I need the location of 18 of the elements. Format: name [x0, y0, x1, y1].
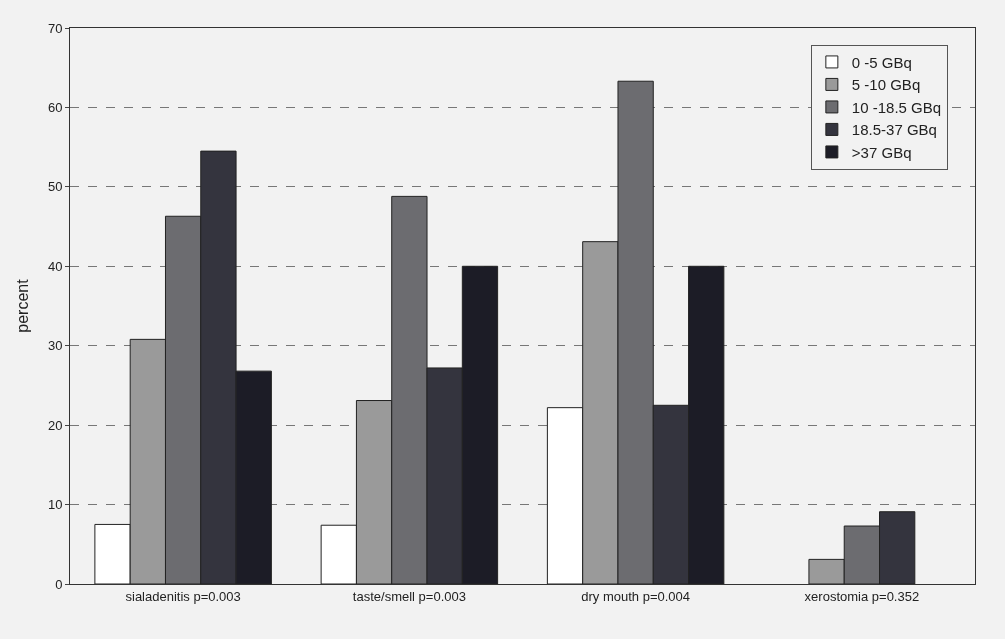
y-tick-label: 60: [47, 99, 63, 115]
x-tick-label: dry mouth p=0.004: [581, 588, 691, 604]
x-tick-label: sialadenitis p=0.003: [125, 588, 241, 604]
y-axis-title: percent: [14, 278, 31, 333]
y-tick-label: 50: [47, 179, 63, 195]
y-tick-label: 30: [47, 338, 63, 354]
y-tick-label: 0: [55, 576, 63, 592]
legend-label: 5 -10 GBq: [851, 76, 921, 94]
y-tick-label: 40: [47, 258, 63, 274]
y-tick-label: 20: [47, 417, 63, 433]
x-tick-label: xerostomia p=0.352: [804, 588, 920, 604]
legend-label: 10 -18.5 GBq: [851, 98, 942, 116]
legend-label: 18.5-37 GBq: [851, 121, 937, 139]
x-tick-label: taste/smell p=0.003: [352, 588, 466, 604]
y-tick-label: 10: [47, 497, 63, 513]
legend-label: 0 -5 GBq: [851, 53, 912, 71]
y-tick-label: 70: [47, 20, 63, 36]
legend-label: >37 GBq: [851, 143, 912, 161]
